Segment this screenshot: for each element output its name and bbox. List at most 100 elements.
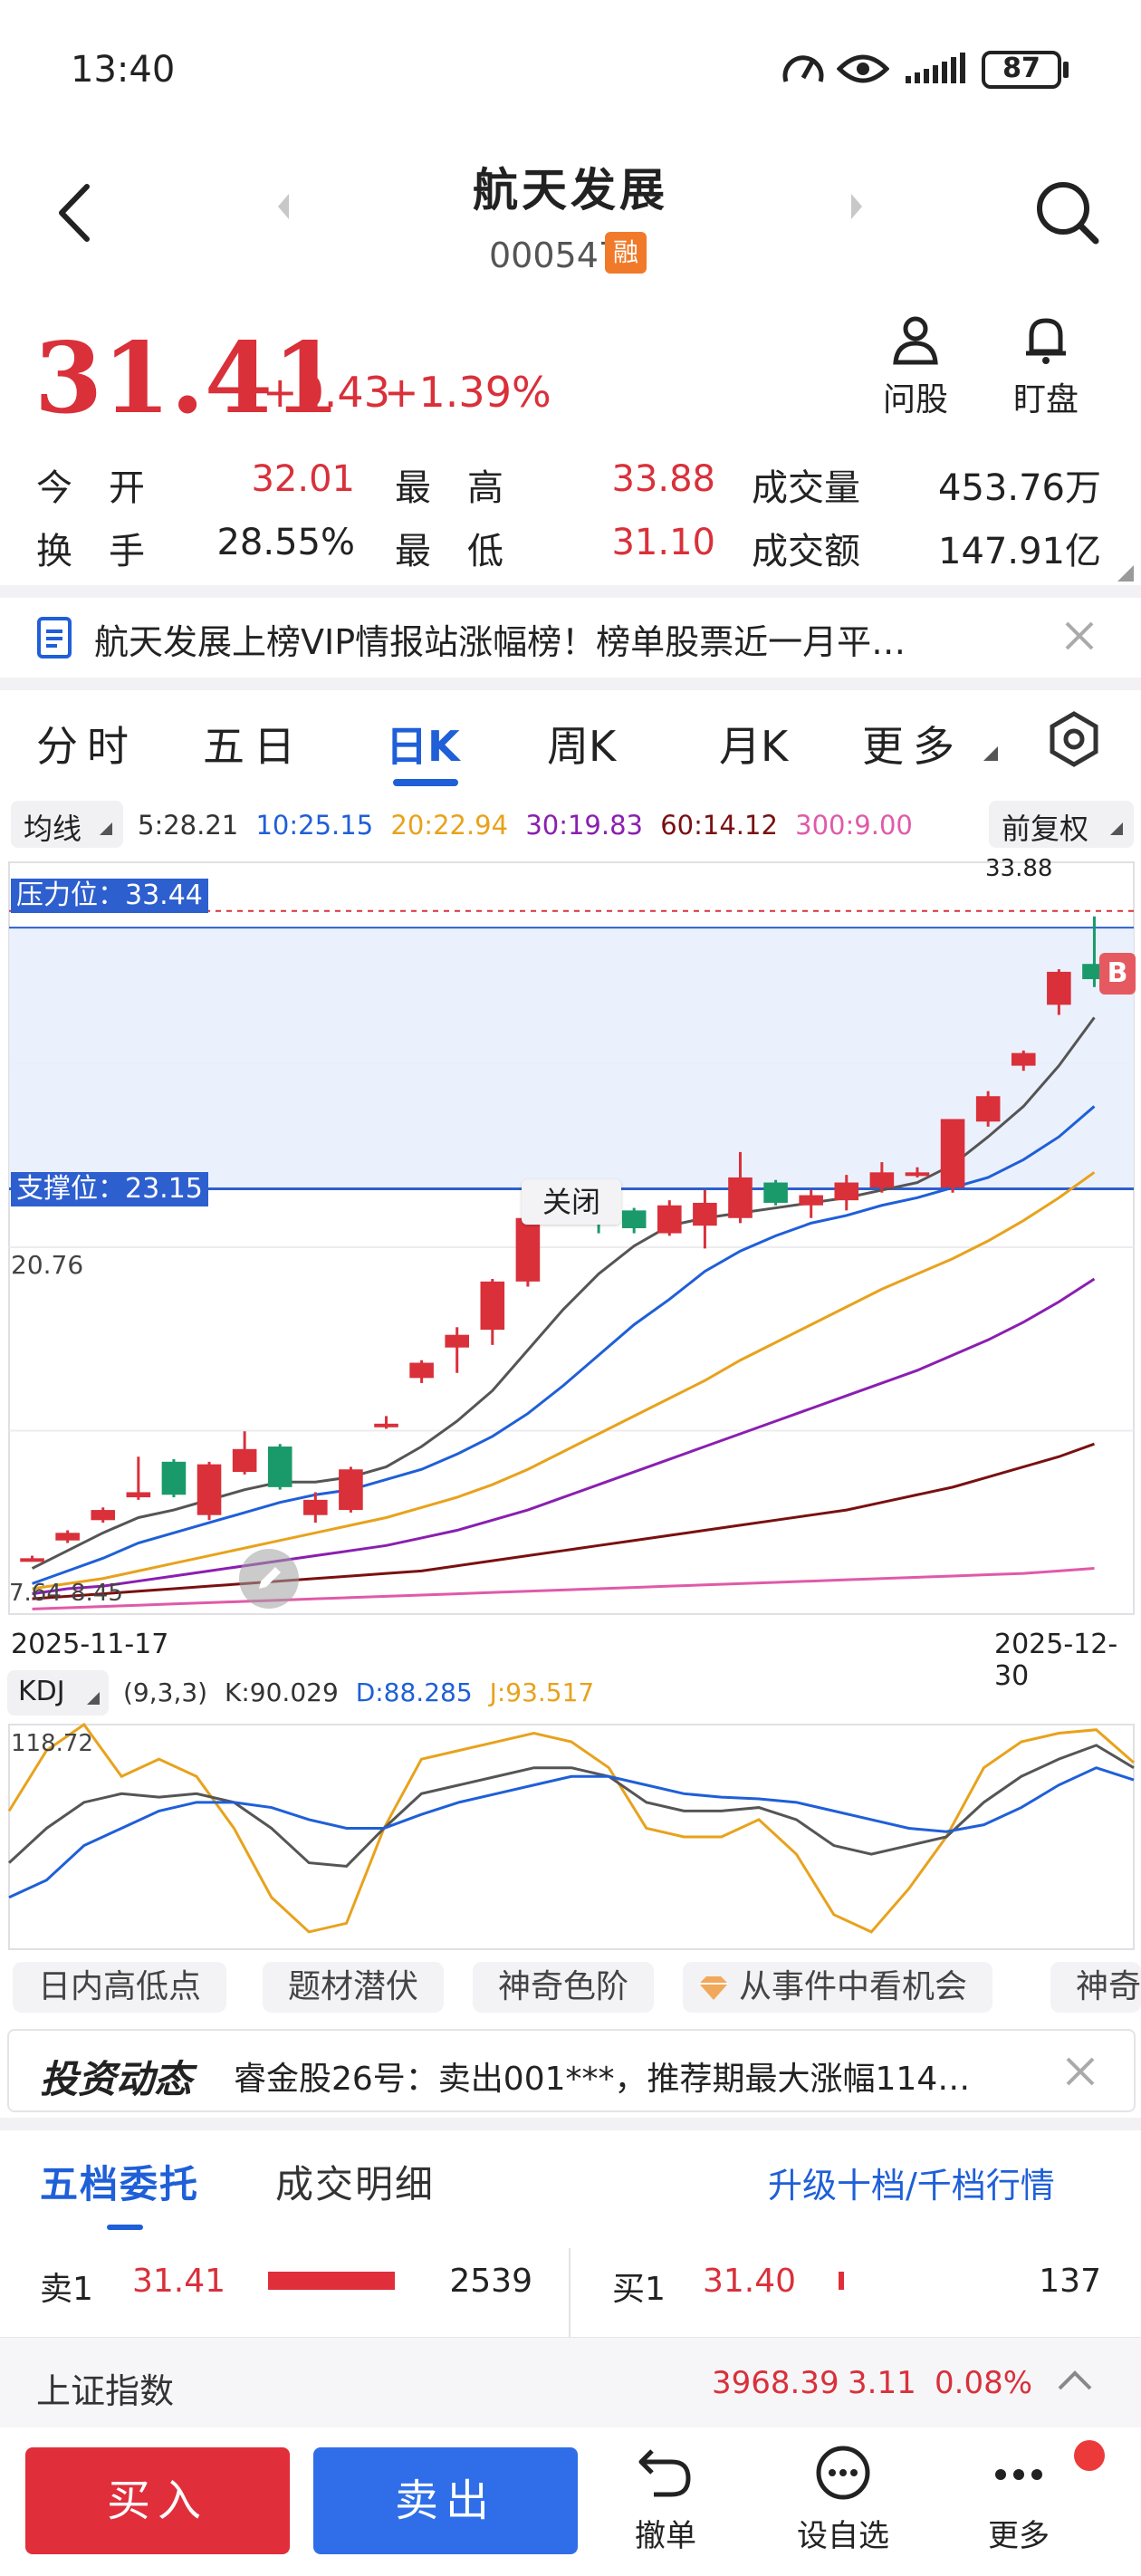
prev-stock-icon[interactable] (274, 192, 292, 221)
pressure-support-band (9, 928, 1134, 1189)
price-change: +0.43 (263, 368, 390, 417)
settings-hexagon-icon[interactable] (1045, 710, 1103, 768)
more-button[interactable]: 更多 (969, 2444, 1069, 2562)
adjust-label: 前复权 (1002, 812, 1089, 846)
candle-body-28 (1011, 1053, 1036, 1066)
adjust-selector[interactable]: 前复权 (989, 801, 1134, 848)
turnover-label: 换 手 (36, 531, 145, 572)
more-label: 更多 (988, 2518, 1050, 2554)
notification-dot (1074, 2440, 1105, 2471)
kdj-selector[interactable]: KDJ (7, 1670, 109, 1716)
notice-text: 航天发展上榜VIP情报站涨幅榜！榜单股票近一月平… (94, 622, 906, 662)
back-icon[interactable] (53, 181, 94, 245)
expand-corner-icon[interactable] (1117, 565, 1134, 582)
candle-body-6 (232, 1448, 257, 1473)
close-news-icon[interactable] (1063, 2054, 1098, 2089)
kdj-params: (9,3,3) (123, 1677, 208, 1707)
kdj-d: D:88.285 (355, 1677, 473, 1707)
buy1-label: 买1 (612, 2271, 666, 2308)
upgrade-depth-link[interactable]: 升级十档/千档行情 (768, 2166, 1055, 2206)
index-bar[interactable]: 上证指数 3968.39 3.11 0.08% (0, 2337, 1141, 2427)
notice-bar[interactable]: 航天发展上榜VIP情报站涨幅榜！榜单股票近一月平… (0, 598, 1141, 678)
candle-body-20 (728, 1177, 753, 1218)
tag-event-opportunity[interactable]: 从事件中看机会 (683, 1962, 993, 2013)
tab-intraday[interactable]: 分时 (36, 722, 138, 771)
low-label-b: 8.45 (71, 1580, 123, 1607)
sell-button[interactable]: 卖出 (313, 2447, 578, 2554)
close-notice-icon[interactable] (1061, 618, 1098, 654)
ma300-value: 300:9.00 (795, 810, 913, 841)
ask-stock-label: 问股 (882, 381, 948, 418)
pressure-label: 压力位：33.44 (11, 879, 208, 913)
news-text: 睿金股26号：卖出001***，推荐期最大涨幅114… (234, 2061, 971, 2098)
tag-intraday-high-low[interactable]: 日内高低点 (13, 1962, 227, 2013)
candle-body-11 (409, 1362, 434, 1379)
candle-body-18 (657, 1205, 682, 1234)
news-bar[interactable]: 投资动态 睿金股26号：卖出001***，推荐期最大涨幅114… (7, 2029, 1136, 2112)
chevron-up-icon[interactable] (1056, 2369, 1094, 2392)
order-tab-five[interactable]: 五档委托 (40, 2162, 200, 2206)
kdj-values: (9,3,3) K:90.029 D:88.285 J:93.517 (123, 1677, 594, 1707)
ma-line-20 (32, 1171, 1096, 1591)
ma60-value: 60:14.12 (660, 810, 778, 841)
tag-theme-lurk[interactable]: 题材潜伏 (263, 1962, 445, 2013)
volume-label: 成交量 (752, 467, 860, 509)
tag-event-label: 从事件中看机会 (739, 1968, 968, 2005)
low-label-a: 7.64 (9, 1580, 62, 1607)
kdj-k: K:90.029 (225, 1677, 339, 1707)
candle-body-22 (799, 1195, 823, 1206)
kline-chart[interactable] (0, 855, 1141, 1623)
signal-icon (906, 53, 965, 83)
buy1-volume: 137 (1039, 2263, 1101, 2300)
open-value: 32.01 (251, 458, 355, 500)
tag-magic[interactable]: 神奇 (1050, 1962, 1141, 2013)
candle-body-2 (91, 1510, 116, 1521)
index-pct: 0.08% (935, 2365, 1033, 2401)
sell1-volume-bar (268, 2272, 395, 2290)
status-time: 13:40 (71, 49, 176, 91)
candle-body-26 (940, 1119, 965, 1188)
speed-icon (782, 55, 824, 82)
buy1-volume-bar (839, 2272, 844, 2290)
candle-body-7 (267, 1447, 292, 1487)
ma-selector[interactable]: 均线 (11, 801, 123, 848)
close-lines-button[interactable]: 关闭 (522, 1179, 621, 1225)
tab-daily-k[interactable]: 日K (386, 722, 460, 771)
add-watchlist-button[interactable]: 设自选 (784, 2444, 902, 2562)
index-name: 上证指数 (36, 2371, 175, 2411)
sell1-price: 31.41 (132, 2263, 226, 2300)
kdj-top-label: 118.72 (11, 1730, 93, 1757)
index-change: 3.11 (848, 2365, 916, 2401)
draw-tool-button[interactable] (239, 1549, 299, 1609)
kdj-chart[interactable] (0, 1719, 1141, 1956)
ma-dropdown-icon (100, 822, 112, 835)
tab-five-day[interactable]: 五日 (203, 722, 304, 771)
order-tab-trades[interactable]: 成交明细 (275, 2162, 436, 2206)
buy-signal-marker: B (1099, 953, 1136, 995)
candle-body-10 (374, 1423, 398, 1427)
search-icon[interactable] (1032, 178, 1101, 246)
index-value: 3968.39 (712, 2365, 839, 2401)
chart-frame (8, 861, 1135, 1615)
candle-body-21 (763, 1182, 788, 1203)
ma-line-30 (32, 1277, 1096, 1596)
high-value: 33.88 (611, 458, 715, 500)
ma10-value: 10:25.15 (255, 810, 374, 841)
support-label: 支撑位：23.15 (11, 1172, 208, 1206)
low-label: 最 低 (395, 531, 503, 572)
margin-badge: 融 (605, 232, 647, 274)
tab-monthly-k[interactable]: 月K (719, 722, 789, 771)
buy-button[interactable]: 买入 (25, 2447, 290, 2554)
candle-body-24 (869, 1172, 895, 1188)
watch-button[interactable]: 盯盘 (996, 313, 1096, 422)
cancel-order-button[interactable]: 撤单 (616, 2444, 715, 2562)
tag-color-scale[interactable]: 神奇色阶 (473, 1962, 655, 2013)
ask-stock-button[interactable]: 问股 (866, 313, 965, 422)
kdj-k-line (7, 1744, 1135, 1868)
kdj-j: J:93.517 (489, 1677, 595, 1707)
order-tab-indicator (107, 2225, 143, 2230)
tab-weekly-k[interactable]: 周K (547, 722, 617, 771)
sell1-label: 卖1 (40, 2271, 93, 2308)
next-stock-icon[interactable] (848, 192, 866, 221)
tab-more[interactable]: 更多 (862, 722, 964, 771)
